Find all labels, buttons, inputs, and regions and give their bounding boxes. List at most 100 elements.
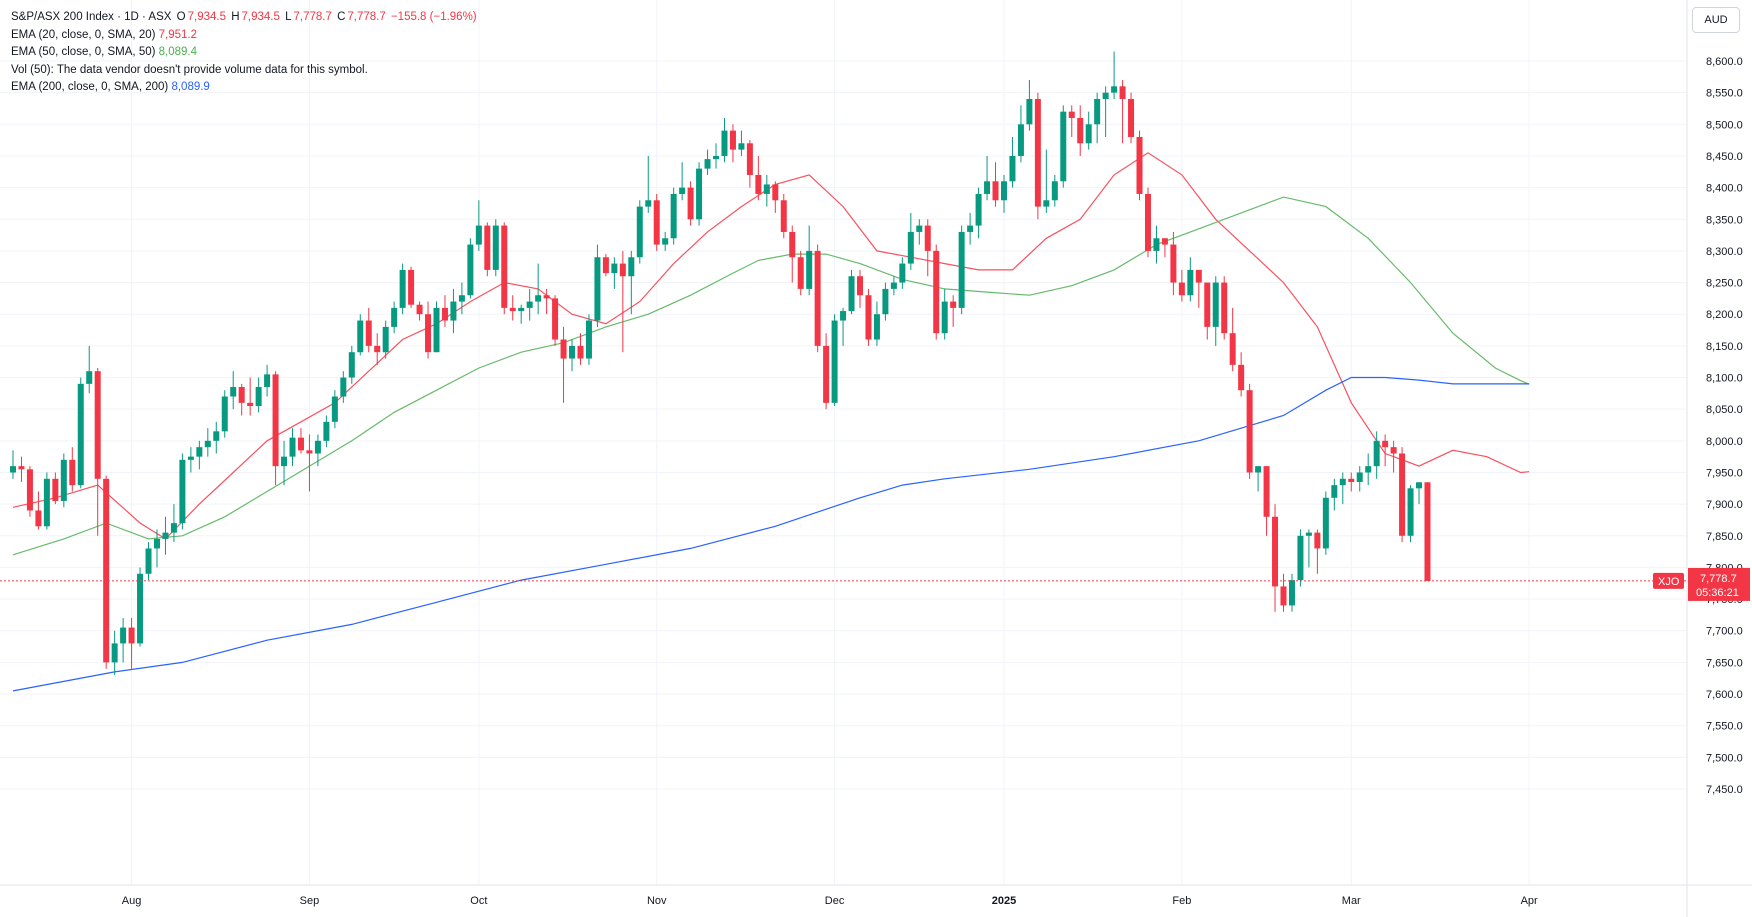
candle-body <box>1051 181 1058 201</box>
volume-legend[interactable]: Vol (50): The data vendor doesn't provid… <box>11 62 479 80</box>
candle <box>789 225 796 283</box>
candle <box>230 371 237 410</box>
candle <box>552 295 559 346</box>
time-tick-label: Sep <box>300 895 320 907</box>
candle-body <box>848 276 855 312</box>
candle <box>1255 466 1262 492</box>
price-axis: 8,600.0 8,550.0 8,500.0 8,450.0 8,400.0 8,350… <box>1706 56 1743 796</box>
candle-body <box>543 295 550 299</box>
candle <box>196 440 203 470</box>
candle <box>806 225 813 296</box>
high-value: 7,934.5 <box>241 11 280 23</box>
candle-body <box>1263 466 1270 517</box>
candle <box>399 263 406 315</box>
candle <box>272 371 279 486</box>
candle-body <box>1077 117 1084 144</box>
candle <box>857 269 863 308</box>
candle <box>1263 466 1270 536</box>
candle-body <box>1017 124 1024 156</box>
candle <box>492 219 499 277</box>
candle <box>170 504 177 543</box>
candle <box>780 193 787 239</box>
candle-body <box>535 295 542 302</box>
candle-body <box>933 250 940 334</box>
candle <box>77 377 84 489</box>
candle <box>145 542 152 581</box>
candle-body <box>18 466 25 470</box>
candle-body <box>577 345 584 359</box>
candle <box>120 618 127 663</box>
symbol-title: S&P/ASX 200 Index · 1D · ASX <box>11 11 172 23</box>
candle-body <box>789 231 796 258</box>
candle <box>60 453 67 508</box>
candle <box>984 155 991 201</box>
candle-body <box>899 263 906 283</box>
candle-body <box>1390 447 1397 454</box>
candle <box>1322 491 1329 555</box>
candle-body <box>162 532 169 539</box>
candle <box>365 307 372 353</box>
candle <box>899 257 906 289</box>
candle-body <box>1365 466 1372 473</box>
candle <box>602 254 609 277</box>
candle <box>721 117 728 163</box>
candle <box>306 434 313 492</box>
candle <box>255 377 262 413</box>
candle-body <box>958 231 965 308</box>
candle <box>645 155 652 213</box>
candle <box>560 326 567 403</box>
candle-body <box>907 231 914 264</box>
price-tick-label: 7,500.0 <box>1706 752 1743 764</box>
candle-body <box>806 250 813 289</box>
candle <box>933 244 940 340</box>
candle-body <box>1136 136 1143 194</box>
candle-body <box>696 168 703 220</box>
candle <box>1000 174 1007 213</box>
candle-body <box>128 627 135 644</box>
candle-body <box>1102 92 1109 99</box>
candle-body <box>297 437 304 451</box>
candle-body <box>518 307 525 312</box>
candle-body <box>1229 333 1236 365</box>
candle <box>772 181 779 213</box>
candle <box>52 472 59 505</box>
candle-body <box>43 478 50 527</box>
ema200-legend[interactable]: EMA (200, close, 0, SMA, 200) 8,089.9 <box>11 79 479 97</box>
candle-body <box>729 130 736 150</box>
candle-body <box>1026 98 1033 125</box>
candle-body <box>1034 98 1041 207</box>
currency-button[interactable]: AUD <box>1692 7 1740 33</box>
open-value: 7,934.5 <box>187 11 226 23</box>
candle-body <box>560 339 567 359</box>
change-value: −155.8 (−1.96%) <box>390 11 477 23</box>
candle-body <box>69 459 76 486</box>
candle-body <box>763 184 770 194</box>
ema50-legend[interactable]: EMA (50, close, 0, SMA, 50) 8,089.4 <box>11 44 479 62</box>
candle-body <box>441 307 448 321</box>
close-label: C <box>337 11 346 23</box>
candle-body <box>450 301 457 321</box>
candle-body <box>1221 282 1228 334</box>
candle-body <box>425 314 432 353</box>
candle-body <box>619 263 626 277</box>
candle <box>69 447 76 492</box>
candle <box>1305 529 1312 568</box>
ema20-legend[interactable]: EMA (20, close, 0, SMA, 20) 7,951.2 <box>11 27 479 45</box>
candle <box>535 263 542 315</box>
price-tick-label: 8,000.0 <box>1706 436 1743 448</box>
last-price-badge: XJO 7,778.7 05:36:21 <box>1653 567 1750 601</box>
candle-body <box>941 301 948 334</box>
candle-body <box>391 307 398 327</box>
candle-body <box>873 314 880 340</box>
candle-body <box>35 510 42 527</box>
candle <box>1102 86 1109 137</box>
price-tick-label: 7,950.0 <box>1706 467 1743 479</box>
candle <box>577 333 584 365</box>
candle <box>1365 453 1372 486</box>
candle-body <box>492 225 499 270</box>
low-label: L <box>285 11 292 23</box>
price-tick-label: 7,450.0 <box>1706 784 1743 796</box>
